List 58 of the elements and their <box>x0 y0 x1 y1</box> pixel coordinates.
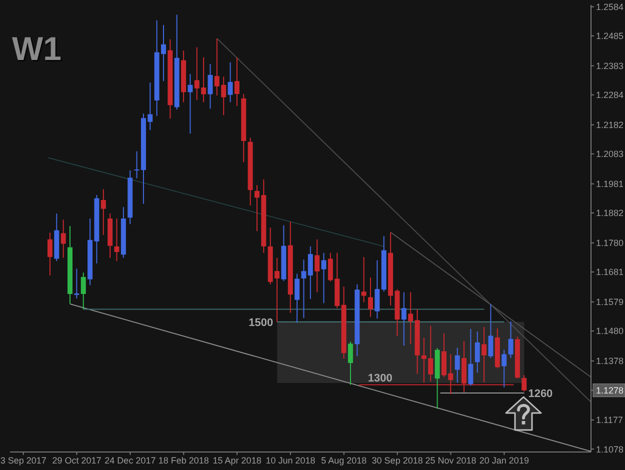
candlestick <box>508 320 514 359</box>
y-tick-label: 1.1681 <box>596 267 624 278</box>
annotation: 1500 <box>248 316 274 329</box>
y-tick-label: 1.2083 <box>596 149 624 160</box>
x-tick-label: 18 Feb 2018 <box>158 455 209 466</box>
candlestick <box>234 56 240 107</box>
candlestick <box>60 219 66 258</box>
x-tick-label: 25 Nov 2018 <box>425 455 476 466</box>
candlestick <box>114 218 120 262</box>
candlestick <box>188 74 193 134</box>
candlestick <box>401 292 406 346</box>
x-tick-label: 24 Dec 2017 <box>104 455 156 466</box>
y-tick-label: 1.1780 <box>596 238 624 248</box>
candlestick <box>522 374 527 392</box>
candlestick <box>301 259 306 319</box>
candlestick <box>348 341 353 386</box>
y-tick-label: 1.2284 <box>596 90 624 100</box>
candlestick <box>47 232 52 276</box>
candlestick <box>208 64 213 110</box>
y-tick-label: 1.2584 <box>596 2 624 12</box>
candlestick <box>468 328 474 386</box>
x-tick-label: 3 Sep 2017 <box>0 455 46 466</box>
candlestick <box>308 246 313 300</box>
y-tick-label: 1.1278 <box>596 386 624 396</box>
candlestick <box>502 349 507 388</box>
annotation: 1260 <box>528 388 553 400</box>
y-tick-label: 1.2485 <box>596 31 624 42</box>
y-tick-label: 1.1177 <box>596 415 623 426</box>
candlestick <box>368 277 374 318</box>
y-tick-label: 1.1378 <box>596 356 624 366</box>
candlestick <box>488 303 494 359</box>
candlestick <box>408 292 414 345</box>
candlestick <box>100 188 106 236</box>
text: W1 <box>12 30 62 67</box>
x-tick-label: 10 Jun 2018 <box>266 455 316 466</box>
candlestick <box>361 256 366 303</box>
x-tick-label: 15 Apr 2018 <box>212 455 262 466</box>
x-tick-label: 29 Oct 2017 <box>52 455 102 466</box>
candlestick <box>474 331 480 374</box>
y-tick-label: 1.2182 <box>596 120 624 130</box>
x-tick-label: 5 Aug 2018 <box>321 455 367 466</box>
candlestick <box>374 260 380 320</box>
candlestick <box>454 347 460 384</box>
candlestick <box>80 272 86 310</box>
y-tick-label: 1.1078 <box>596 444 624 454</box>
x-tick-label: 20 Jan 2019 <box>479 455 529 466</box>
candlestick <box>321 252 326 304</box>
annotation: 1300 <box>368 372 392 385</box>
candlestick <box>74 268 80 299</box>
candlestick <box>314 238 320 293</box>
candlestick <box>228 62 233 103</box>
y-tick-label: 1.1981 <box>596 179 624 190</box>
candlestick <box>294 273 300 324</box>
x-tick-label: 30 Sep 2018 <box>372 455 423 466</box>
y-tick-label: 1.1882 <box>596 208 624 218</box>
y-tick-label: 1.1579 <box>596 297 624 308</box>
y-tick-label: 1.2383 <box>596 60 624 71</box>
y-tick-label: 1.1480 <box>596 326 624 336</box>
